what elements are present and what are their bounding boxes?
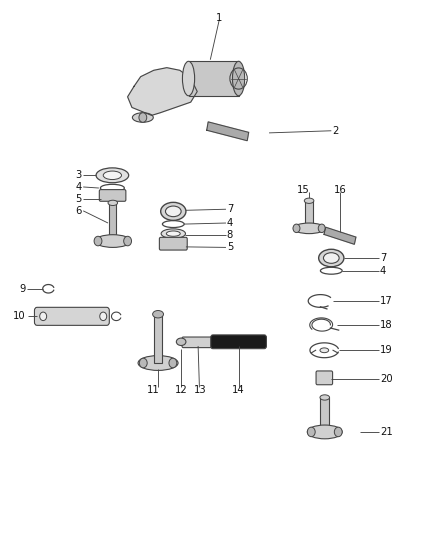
Text: 4: 4: [76, 182, 82, 192]
Ellipse shape: [166, 206, 181, 216]
Text: 5: 5: [227, 243, 233, 253]
Text: 2: 2: [332, 126, 339, 136]
Text: 10: 10: [13, 311, 25, 321]
Text: 11: 11: [146, 384, 159, 394]
Circle shape: [139, 113, 147, 122]
Text: 7: 7: [380, 253, 386, 263]
Bar: [321, 398, 329, 432]
Circle shape: [293, 224, 300, 232]
Text: 1: 1: [216, 13, 222, 23]
Ellipse shape: [307, 425, 342, 439]
Circle shape: [334, 427, 342, 437]
Ellipse shape: [161, 229, 185, 238]
Text: 21: 21: [380, 427, 393, 437]
Text: 17: 17: [380, 296, 393, 306]
Polygon shape: [207, 122, 249, 141]
FancyBboxPatch shape: [182, 337, 214, 348]
FancyBboxPatch shape: [211, 335, 266, 349]
Ellipse shape: [293, 223, 325, 233]
Bar: [305, 201, 313, 228]
Text: 20: 20: [380, 374, 392, 384]
Ellipse shape: [166, 231, 180, 236]
Polygon shape: [127, 68, 197, 115]
Text: 3: 3: [76, 171, 82, 180]
Bar: [188, 61, 239, 96]
Text: 15: 15: [297, 185, 309, 195]
Text: 5: 5: [75, 193, 82, 204]
Circle shape: [94, 236, 102, 246]
Bar: [154, 314, 162, 363]
Polygon shape: [324, 227, 356, 244]
Ellipse shape: [183, 61, 194, 96]
Circle shape: [307, 427, 315, 437]
Ellipse shape: [152, 311, 163, 318]
Circle shape: [124, 236, 131, 246]
Ellipse shape: [177, 338, 186, 345]
FancyBboxPatch shape: [35, 308, 110, 325]
Text: 16: 16: [334, 185, 346, 195]
Bar: [110, 203, 116, 241]
Ellipse shape: [96, 168, 129, 183]
Ellipse shape: [108, 200, 117, 206]
Ellipse shape: [138, 356, 178, 370]
Text: 6: 6: [75, 206, 82, 216]
Ellipse shape: [161, 203, 186, 220]
FancyBboxPatch shape: [99, 190, 126, 201]
Ellipse shape: [95, 235, 131, 247]
Ellipse shape: [320, 395, 329, 400]
Ellipse shape: [320, 348, 328, 353]
Circle shape: [40, 312, 47, 320]
Ellipse shape: [103, 171, 121, 180]
FancyBboxPatch shape: [316, 371, 332, 385]
Ellipse shape: [132, 113, 153, 122]
Text: 9: 9: [19, 284, 25, 294]
Text: 12: 12: [175, 384, 187, 394]
Text: 4: 4: [380, 266, 386, 276]
Circle shape: [169, 358, 177, 368]
Text: 4: 4: [227, 218, 233, 228]
Ellipse shape: [304, 198, 314, 204]
Ellipse shape: [233, 61, 245, 96]
Text: 7: 7: [227, 204, 233, 214]
Text: 19: 19: [380, 345, 393, 356]
Text: 14: 14: [232, 384, 245, 394]
FancyBboxPatch shape: [159, 237, 187, 250]
Circle shape: [318, 224, 325, 232]
Text: 18: 18: [380, 320, 392, 330]
Circle shape: [100, 312, 107, 320]
Text: 13: 13: [194, 384, 207, 394]
Ellipse shape: [319, 249, 344, 266]
Text: 8: 8: [227, 230, 233, 240]
Circle shape: [139, 358, 147, 368]
Ellipse shape: [323, 253, 339, 263]
